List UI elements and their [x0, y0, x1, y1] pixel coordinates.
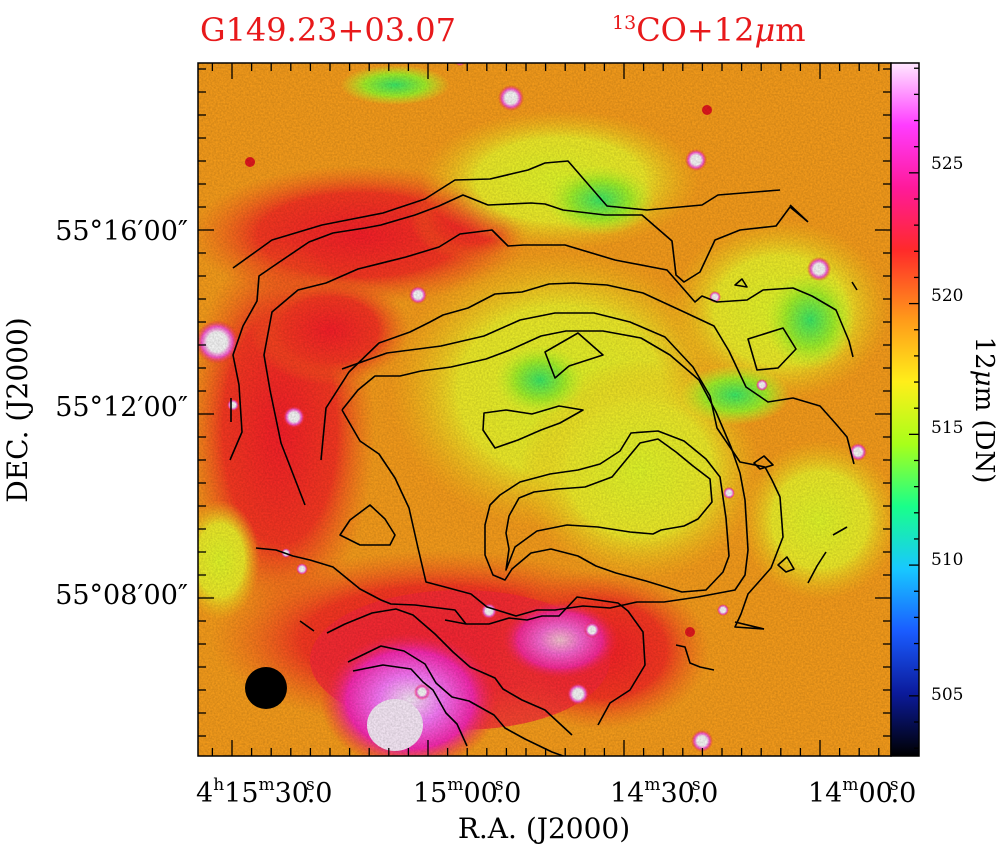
colorbar-tick-label: 510 [931, 550, 963, 570]
colorbar-ticks [909, 67, 919, 749]
x-tick-label: 15m00s.0 [413, 775, 521, 809]
tracer-unit: m [775, 11, 805, 49]
tracer-species: CO+12 [636, 11, 754, 49]
tracer-mu: μ [754, 11, 775, 49]
image-panel [198, 63, 891, 756]
x-tick-label: 14m30s.0 [610, 775, 718, 809]
y-tick-label: 55°12′00″ [55, 392, 188, 423]
tracer-title: 13CO+12μm [612, 11, 806, 49]
y-axis-label: DEC. (J2000) [1, 317, 34, 502]
x-tick-label: 14m00s.0 [808, 775, 916, 809]
y-tick-label: 55°08′00″ [55, 580, 188, 611]
colorbar-label: 12μm (DN) [969, 337, 999, 484]
x-tick-label: 4h15m30s.0 [196, 775, 332, 809]
colorbar-tick-label: 525 [931, 154, 963, 174]
x-tick-labels: 4h15m30s.0 15m00s.0 14m30s.0 14m00s.0 [196, 775, 916, 809]
colorbar [890, 62, 920, 757]
colorbar-tick-label: 520 [931, 286, 963, 306]
x-axis-label: R.A. (J2000) [458, 812, 630, 845]
source-name-title: G149.23+03.07 [200, 11, 456, 49]
tracer-superscript: 13 [612, 12, 636, 34]
y-tick-label: 55°16′00″ [55, 216, 188, 247]
y-tick-labels: 55°16′00″ 55°12′00″ 55°08′00″ [55, 216, 188, 611]
beam-marker [245, 667, 287, 709]
axis-ticks [198, 63, 891, 756]
co-contours [229, 160, 858, 756]
colorbar-tick-label: 505 [931, 685, 963, 705]
colorbar-tick-labels: 525 520 515 510 505 [931, 154, 963, 705]
colorbar-tick-label: 515 [931, 418, 963, 438]
